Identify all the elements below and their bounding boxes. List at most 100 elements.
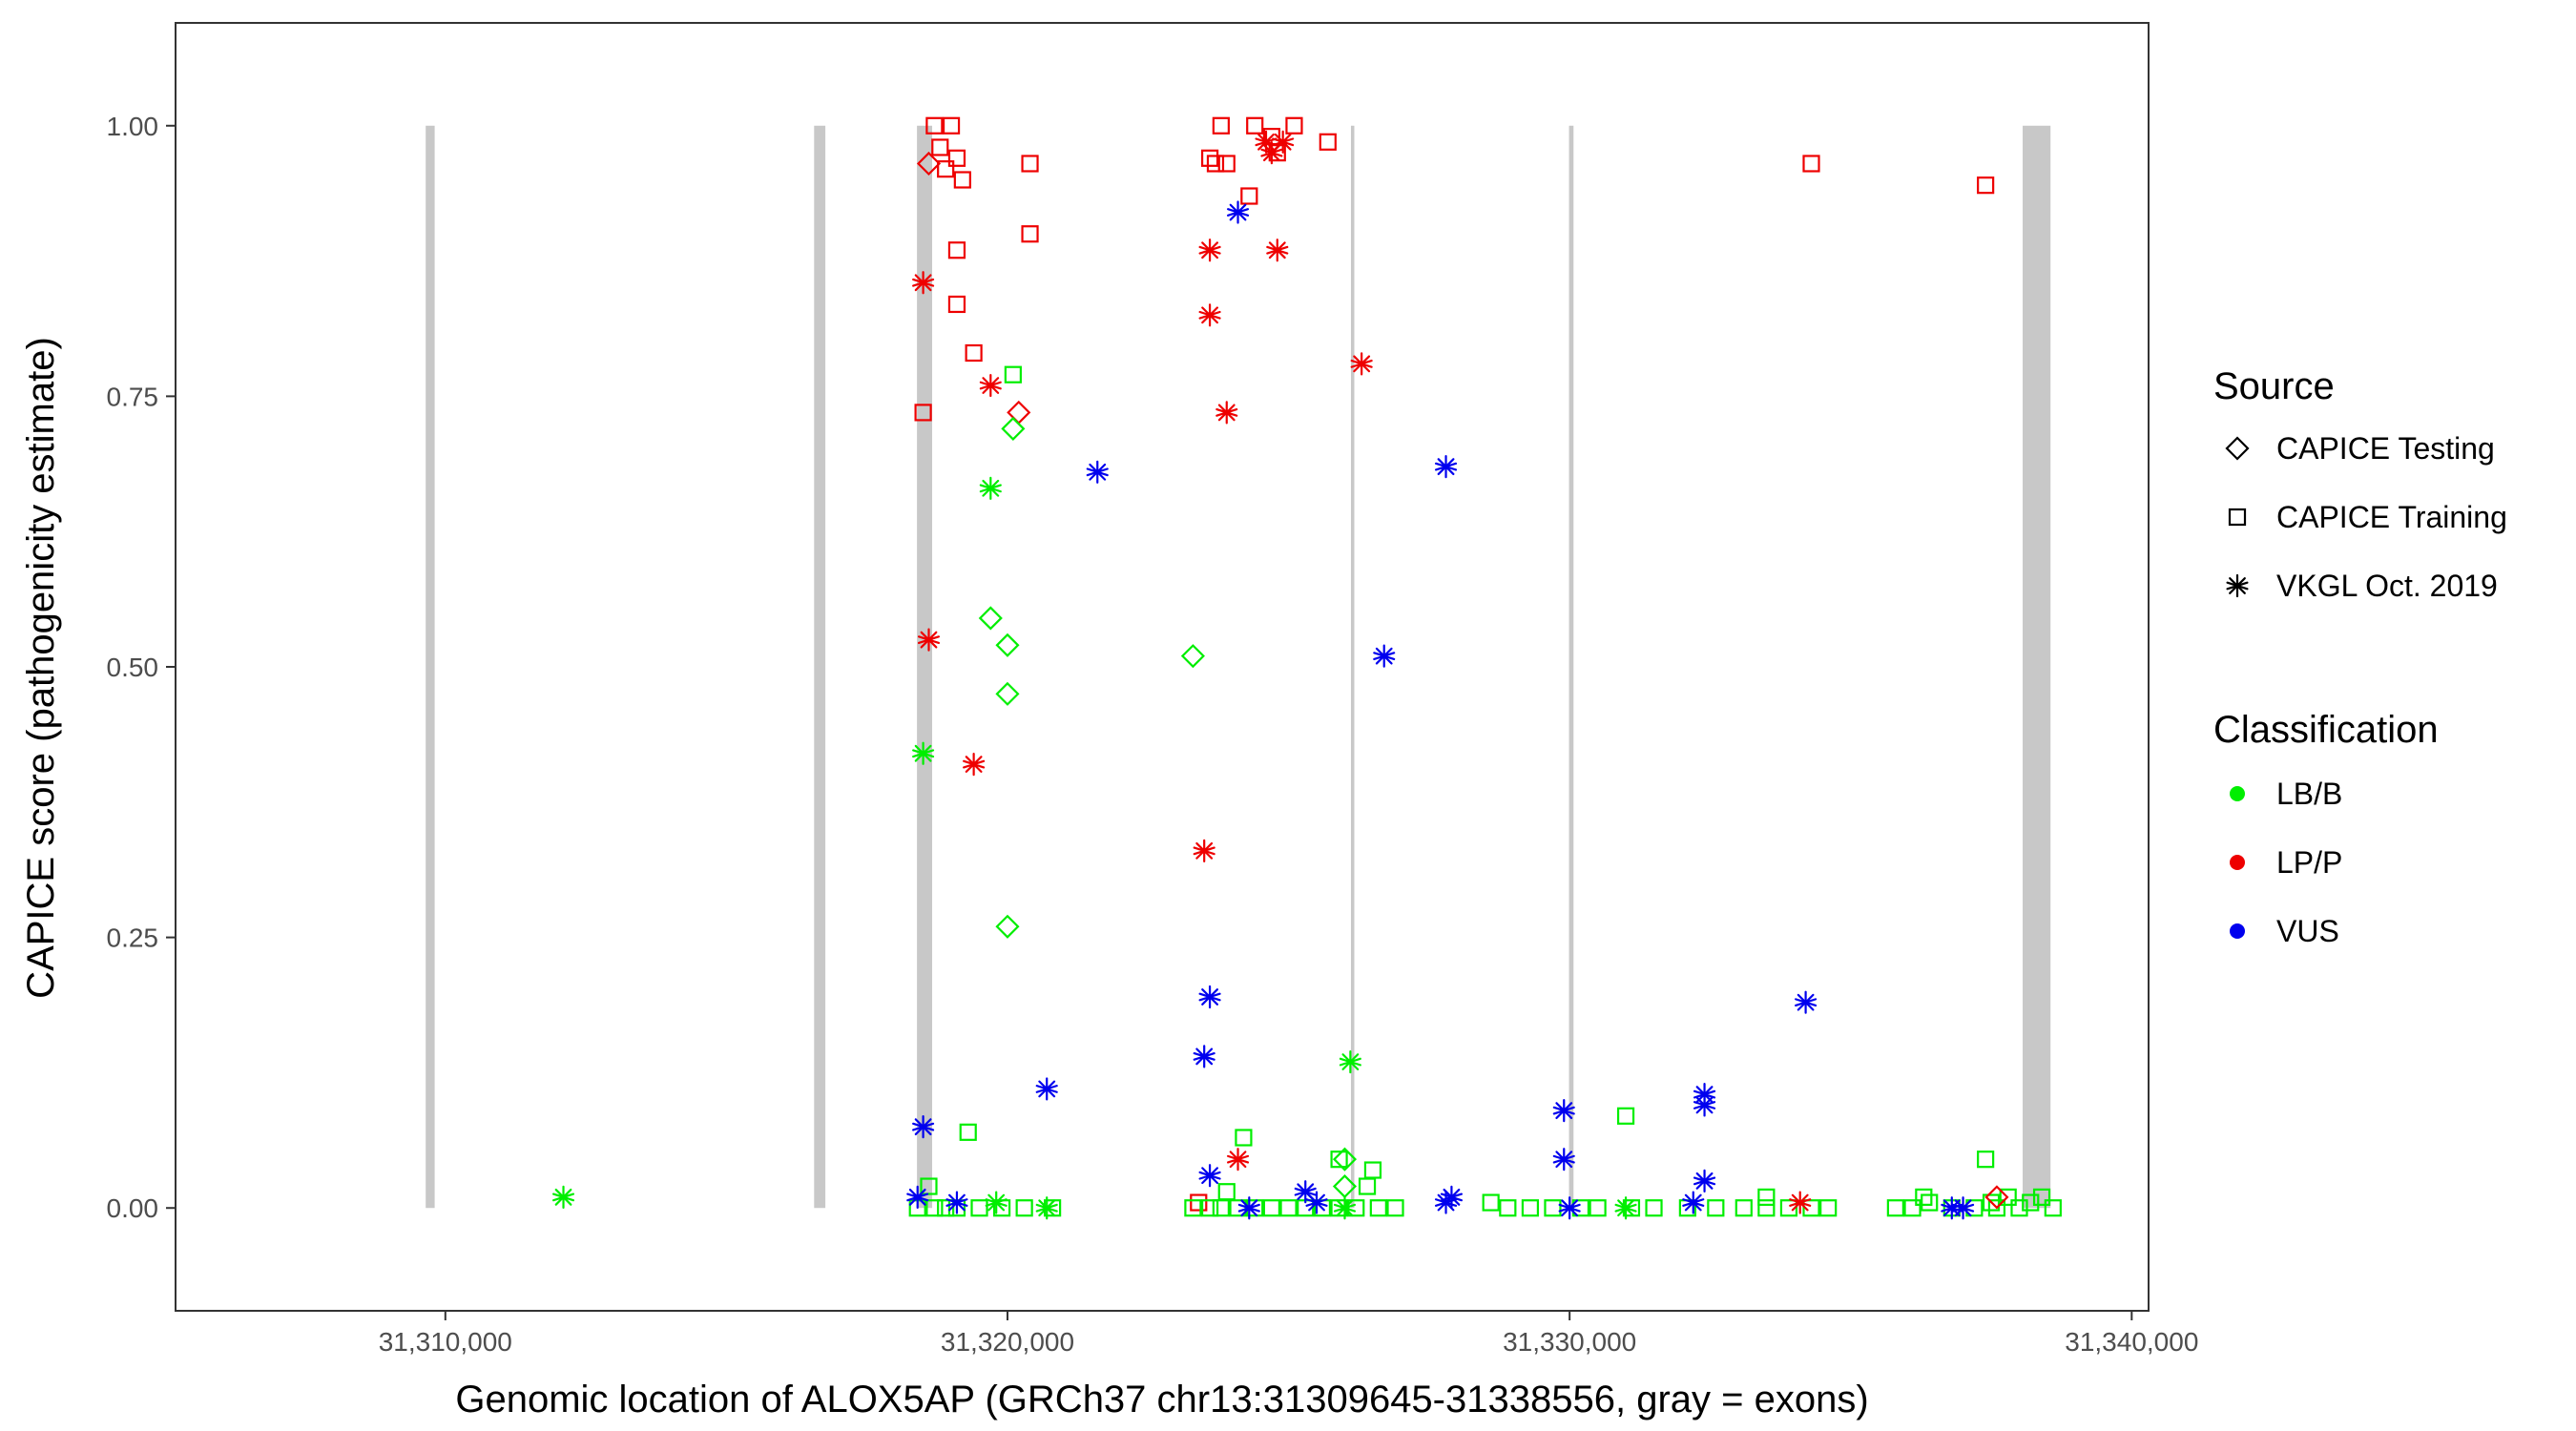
data-point: [1693, 1093, 1716, 1117]
data-point: [1363, 1161, 1382, 1179]
data-point: [947, 295, 966, 314]
data-point: [2010, 1199, 2028, 1217]
data-point: [1614, 1196, 1637, 1220]
data-point: [937, 1199, 955, 1217]
data-point: [979, 476, 1002, 500]
legend-label-vkgl: VKGL Oct. 2019: [2276, 569, 2498, 603]
data-point: [1552, 1148, 1575, 1172]
data-point: [916, 151, 942, 176]
data-point: [1198, 1164, 1221, 1188]
data-point: [1255, 130, 1278, 154]
data-point: [1682, 1191, 1705, 1214]
data-point: [1086, 460, 1109, 484]
data-point: [2022, 1193, 2040, 1212]
data-points: [551, 116, 2062, 1220]
data-point: [1198, 303, 1221, 327]
data-point: [1373, 644, 1396, 668]
data-point: [1952, 1196, 1975, 1220]
data-point: [2032, 1188, 2051, 1206]
legend-key-LP: [2230, 855, 2245, 870]
data-point: [1965, 1199, 1984, 1217]
legend: Source Classification CAPICE Testing CAPI…: [2213, 365, 2507, 948]
data-point: [1279, 1199, 1298, 1217]
data-point: [1984, 1185, 2009, 1210]
data-point: [942, 116, 961, 135]
data-point: [1198, 238, 1221, 262]
data-point: [1350, 352, 1373, 376]
data-point: [1246, 116, 1264, 135]
data-point: [1987, 1199, 2006, 1217]
data-point: [1482, 1193, 1500, 1212]
data-point: [920, 1177, 938, 1195]
data-point: [1521, 1199, 1540, 1217]
data-point: [1558, 1196, 1581, 1220]
data-point: [1693, 1169, 1716, 1192]
y-tick-label: 1.00: [107, 112, 159, 141]
data-point: [1330, 1151, 1348, 1169]
y-tick-label: 0.25: [107, 923, 159, 953]
data-point: [978, 606, 1003, 631]
exon-band-3: [917, 125, 933, 1209]
exon-band-1: [426, 125, 435, 1209]
y-axis-title: CAPICE score (pathogenicity estimate): [20, 337, 62, 999]
data-point: [1198, 985, 1221, 1009]
data-point: [1001, 416, 1026, 441]
x-axis-title: Genomic location of ALOX5AP (GRCh37 chr1…: [455, 1379, 1868, 1421]
data-point: [947, 241, 966, 259]
data-point: [1499, 1199, 1517, 1217]
y-tick-label: 0.75: [107, 382, 159, 411]
data-point: [1193, 839, 1215, 862]
data-point: [1544, 1199, 1562, 1217]
legend-key-VUS: [2230, 923, 2245, 939]
data-point: [995, 914, 1020, 939]
data-point: [1339, 1049, 1361, 1074]
data-point: [1333, 1196, 1357, 1220]
data-point: [995, 681, 1020, 706]
data-point: [1272, 130, 1295, 154]
data-point: [1217, 155, 1236, 173]
data-point: [1190, 1193, 1208, 1212]
data-point: [963, 753, 986, 777]
data-point: [1757, 1199, 1776, 1217]
data-point: [1035, 1196, 1058, 1220]
data-point: [1021, 155, 1039, 173]
data-point: [1434, 1191, 1458, 1214]
legend-key-vkgl: [2226, 573, 2249, 598]
data-point: [1977, 1151, 1995, 1169]
data-point: [1999, 1188, 2017, 1206]
data-point: [995, 633, 1020, 657]
data-point: [1386, 1199, 1404, 1217]
data-point: [2044, 1199, 2062, 1217]
data-point: [1004, 365, 1022, 384]
data-point: [912, 741, 935, 765]
data-point: [1015, 1199, 1033, 1217]
data-point: [1206, 155, 1225, 173]
legend-key-testing: [2225, 436, 2250, 461]
legend-title-classification: Classification: [2213, 709, 2439, 751]
data-point: [1021, 225, 1039, 243]
data-point: [947, 149, 966, 167]
data-point: [1616, 1107, 1635, 1125]
data-point: [1319, 133, 1337, 151]
data-point: [959, 1123, 977, 1141]
data-point: [1802, 1199, 1820, 1217]
data-point: [917, 628, 941, 652]
exon-band-4: [1350, 125, 1355, 1209]
y-tick-label: 0.50: [107, 653, 159, 682]
data-point: [1903, 1199, 1922, 1217]
data-point: [953, 171, 971, 189]
data-point: [1262, 1199, 1280, 1217]
data-point: [1358, 1177, 1377, 1195]
data-point: [1645, 1199, 1663, 1217]
data-point: [1434, 455, 1458, 479]
data-point: [970, 1199, 988, 1217]
data-point: [1305, 1191, 1328, 1214]
data-point: [1200, 1199, 1219, 1217]
data-point: [1285, 116, 1303, 135]
legend-label-testing: CAPICE Testing: [2276, 431, 2495, 466]
data-point: [1212, 116, 1230, 135]
data-point: [1819, 1199, 1838, 1217]
data-point: [1035, 1077, 1058, 1101]
data-point: [1237, 1196, 1260, 1220]
data-point: [1294, 1180, 1317, 1204]
